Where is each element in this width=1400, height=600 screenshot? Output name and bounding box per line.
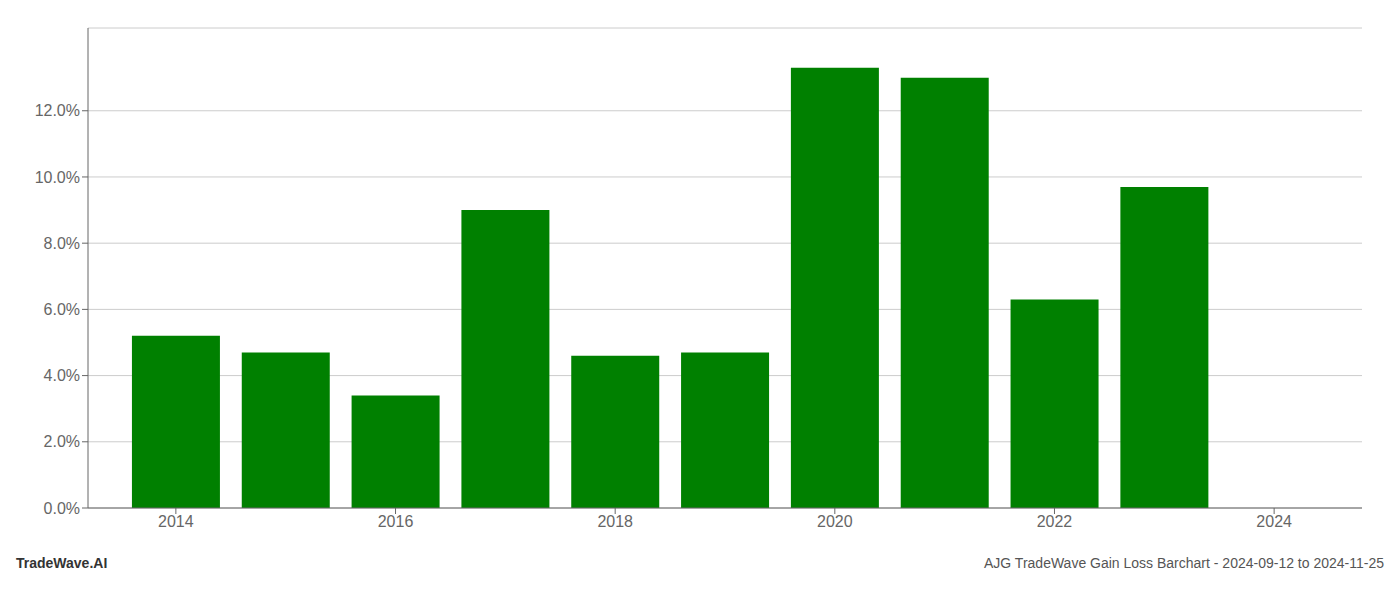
- svg-text:2016: 2016: [378, 513, 414, 530]
- svg-text:8.0%: 8.0%: [44, 235, 80, 252]
- svg-text:4.0%: 4.0%: [44, 367, 80, 384]
- html-text:TradeWave.AI: TradeWave.AI: [16, 555, 108, 571]
- svg-text:6.0%: 6.0%: [44, 301, 80, 318]
- html-text:AJG TradeWave Gain Loss Barcha: AJG TradeWave Gain Loss Barchart - 2024-…: [984, 555, 1384, 571]
- svg-text:12.0%: 12.0%: [35, 102, 80, 119]
- svg-text:2020: 2020: [817, 513, 853, 530]
- svg-text:2018: 2018: [597, 513, 633, 530]
- svg-text:2022: 2022: [1037, 513, 1073, 530]
- svg-text:2014: 2014: [158, 513, 194, 530]
- svg-text:0.0%: 0.0%: [44, 500, 80, 517]
- svg-text:2024: 2024: [1256, 513, 1292, 530]
- svg-text:10.0%: 10.0%: [35, 169, 80, 186]
- svg-text:2.0%: 2.0%: [44, 433, 80, 450]
